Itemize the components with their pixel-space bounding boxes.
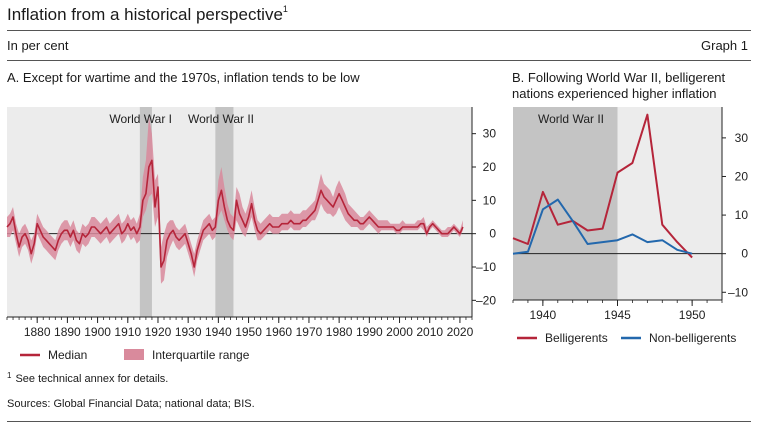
war-band-label: World War II [188, 112, 254, 126]
panel-a-title: A. Except for wartime and the 1970s, inf… [7, 70, 360, 85]
legend-median-label: Median [48, 348, 87, 362]
belligerents-line [512, 113, 693, 259]
x-tick-label: 1945 [604, 308, 631, 322]
y-tick-label: 10 [483, 193, 497, 207]
y-tick-label: 0 [741, 247, 748, 261]
unit-label: In per cent [7, 38, 69, 53]
footnote-mark: 1 [7, 371, 12, 380]
x-tick-label: 1940 [530, 308, 557, 322]
legend-non-belligerents-label: Non-belligerents [649, 331, 736, 345]
panel-b-title: B. Following World War II, belligerent n… [512, 70, 726, 101]
y-tick-label: 0 [489, 227, 496, 241]
sources: Sources: Global Financial Data; national… [7, 398, 255, 410]
x-tick-label: 1930 [175, 325, 202, 339]
x-tick-label: 1950 [235, 325, 262, 339]
y-tick-label: 30 [483, 127, 497, 141]
y-tick-label: –10 [728, 285, 748, 299]
panel-b-chart: World War II –10 0 10 20 30 1940 1945 1950 Bell… [512, 107, 749, 345]
y-tick-label: –20 [476, 293, 496, 307]
x-tick-label: 1990 [356, 325, 383, 339]
y-tick-label: 20 [483, 160, 497, 174]
graph-number: Graph 1 [701, 38, 748, 53]
x-tick-label: 1920 [145, 325, 172, 339]
y-tick-label: 20 [735, 169, 749, 183]
x-tick-label: 1980 [326, 325, 353, 339]
legend-iqr-label: Interquartile range [152, 348, 250, 362]
war-band-1 [513, 107, 618, 300]
x-tick-label: 1880 [24, 325, 51, 339]
panel-a-chart: World War I World War II –20 –10 0 10 20 30 188… [6, 107, 497, 362]
y-tick-label: –10 [476, 260, 496, 274]
x-tick-label: 1890 [54, 325, 81, 339]
non-belligerents-line [512, 198, 693, 255]
war-band-label: World War II [538, 112, 604, 126]
x-tick-label: 2010 [416, 325, 443, 339]
x-tick-label: 2000 [386, 325, 413, 339]
footnote-text: See technical annex for details. [15, 373, 169, 385]
x-tick-label: 1950 [679, 308, 706, 322]
bottom-rule [7, 421, 751, 422]
x-tick-label: 1910 [114, 325, 141, 339]
x-tick-label: 1970 [296, 325, 323, 339]
graph-title: Inflation from a historical perspective1 [7, 4, 288, 25]
graph-title-text: Inflation from a historical perspective [7, 5, 283, 24]
footnote: 1 See technical annex for details. [7, 371, 168, 385]
y-tick-label: 10 [735, 208, 749, 222]
x-tick-label: 1900 [84, 325, 111, 339]
war-band-label: World War I [109, 112, 172, 126]
header-rule [7, 60, 751, 61]
median-line [6, 159, 464, 268]
x-tick-label: 1940 [205, 325, 232, 339]
x-tick-label: 1960 [265, 325, 292, 339]
title-footnote-mark: 1 [282, 4, 288, 14]
legend-belligerents-label: Belligerents [545, 331, 608, 345]
top-rule [7, 30, 751, 31]
legend-iqr-swatch [124, 349, 144, 360]
y-tick-label: 30 [735, 131, 749, 145]
x-tick-label: 2020 [447, 325, 474, 339]
